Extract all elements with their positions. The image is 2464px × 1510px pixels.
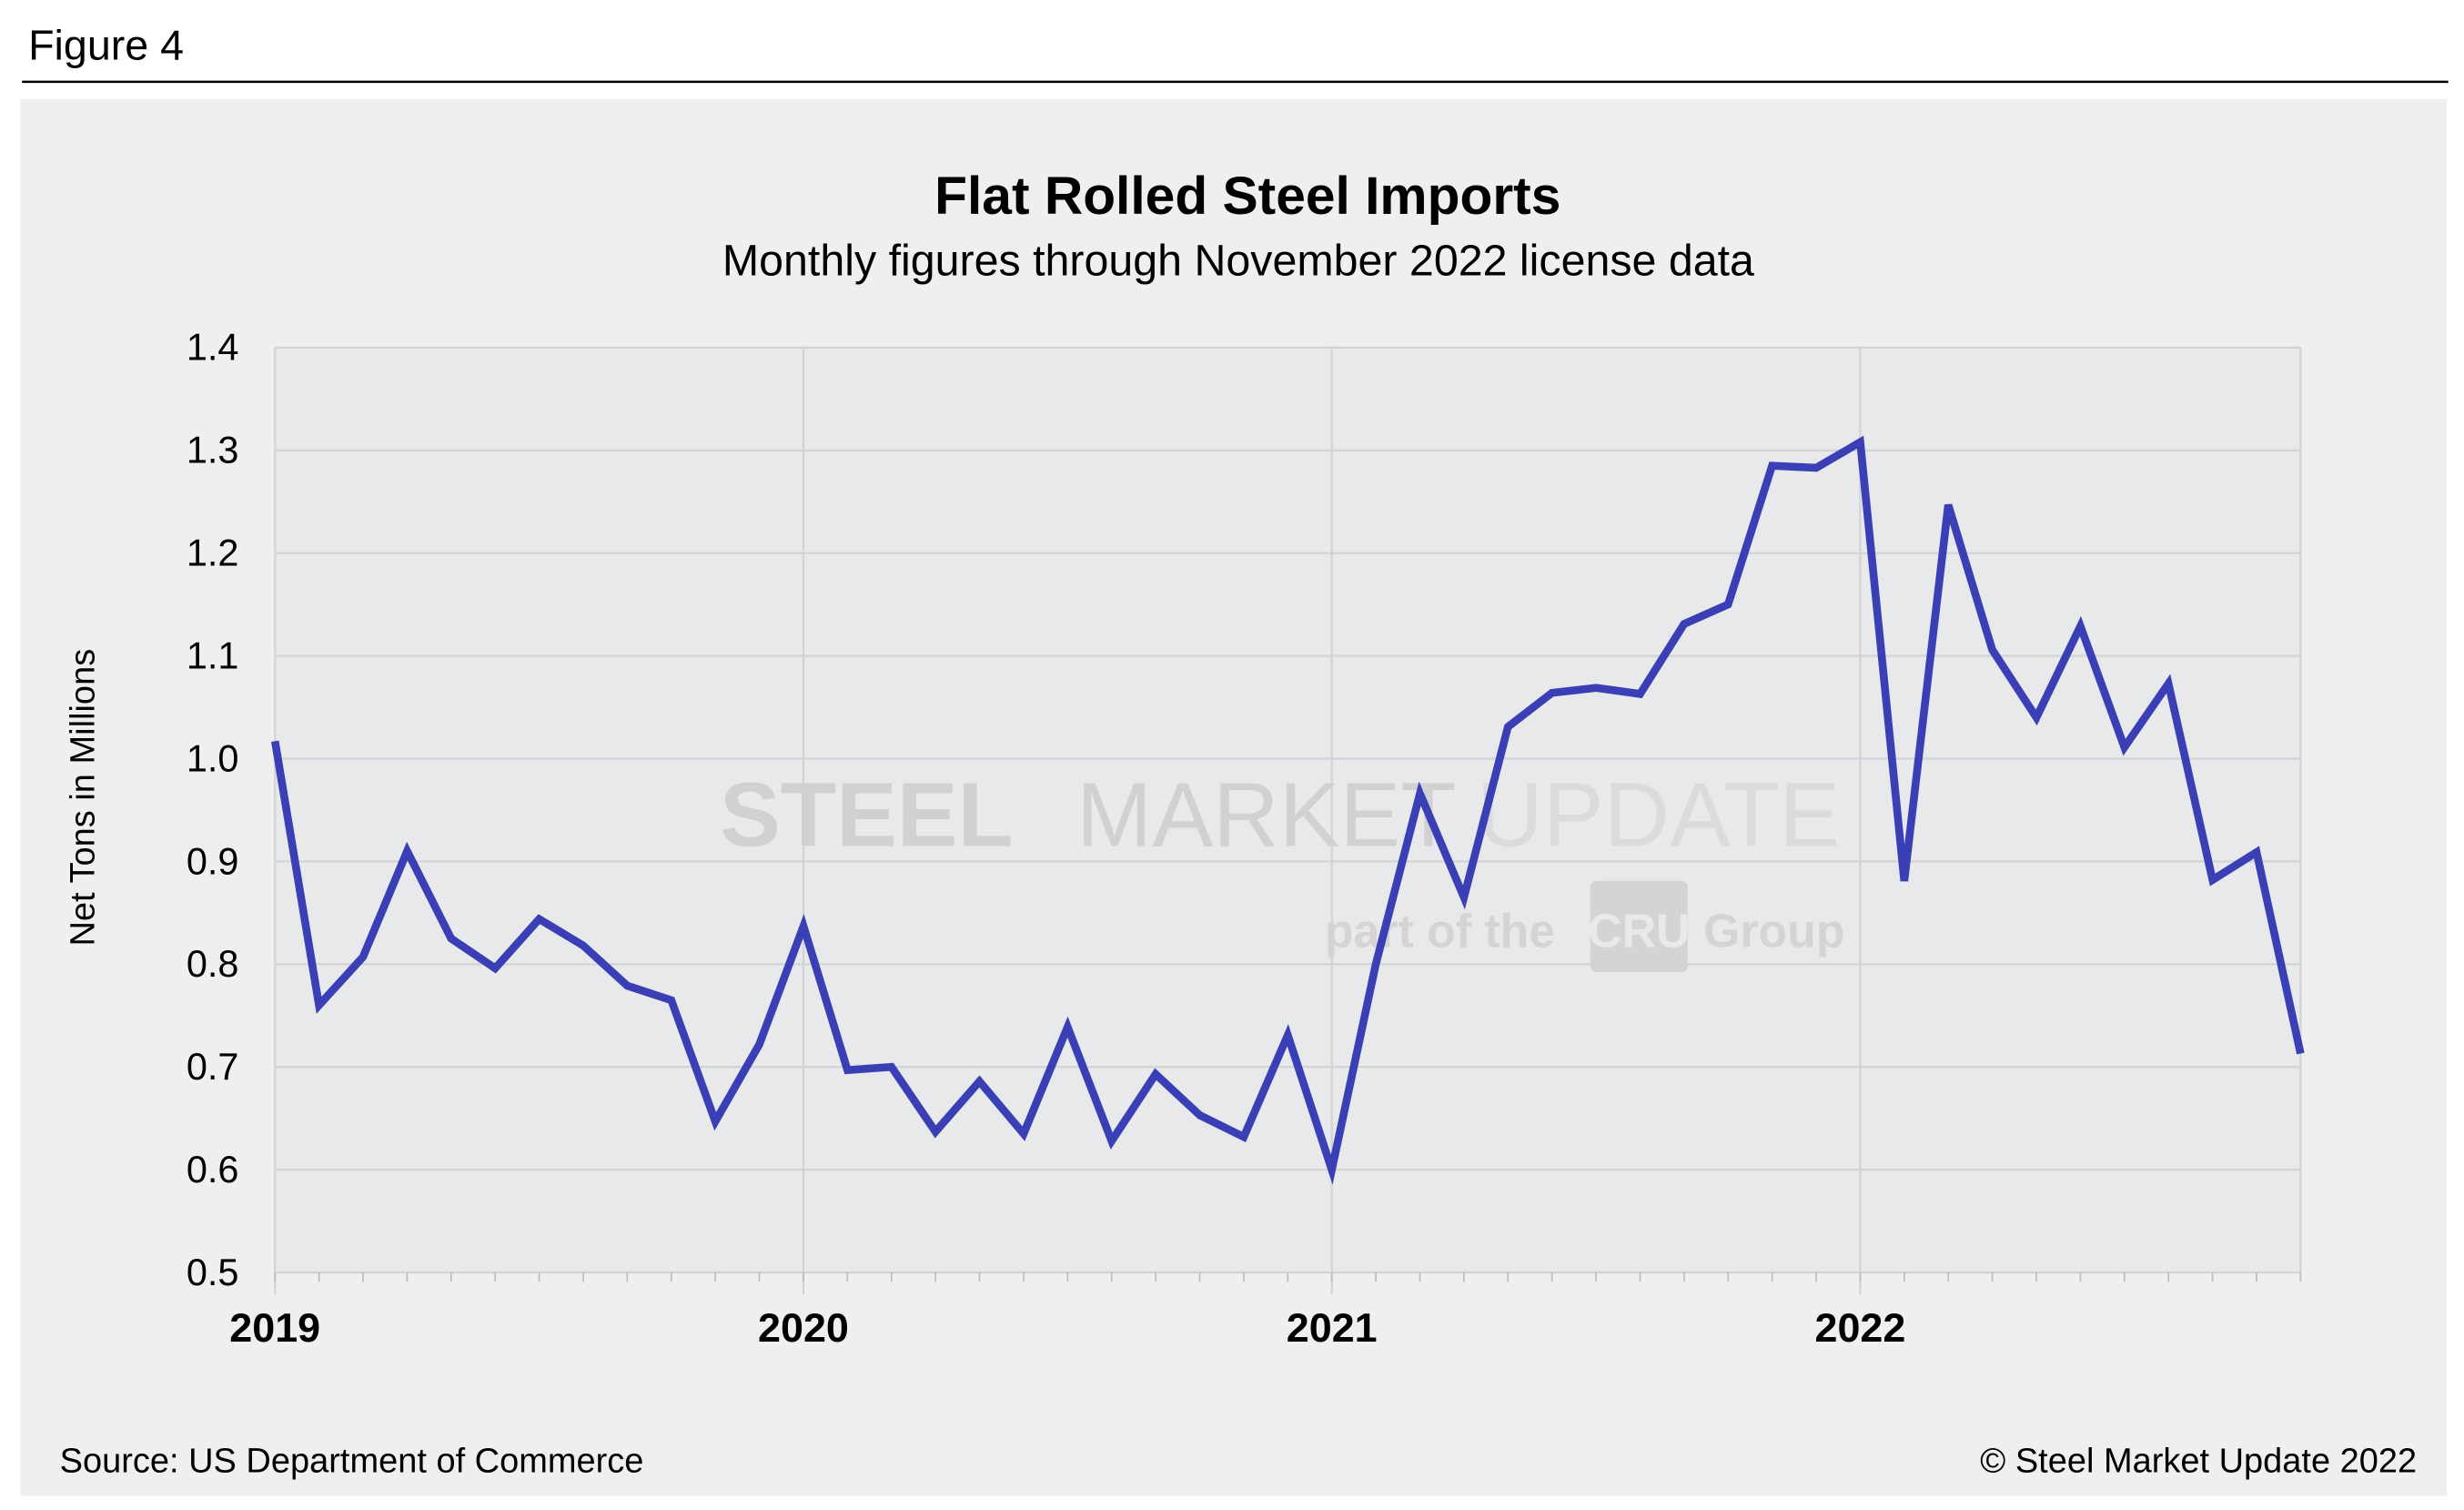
x-tick-label: 2022 (1815, 1304, 1906, 1351)
y-tick-label: 1.1 (187, 633, 239, 676)
watermark-part-of: part of the (1325, 904, 1555, 957)
watermark-group: Group (1703, 904, 1844, 957)
x-tick-label: 2021 (1287, 1304, 1378, 1351)
y-tick-label: 0.6 (187, 1148, 239, 1191)
y-tick-label: 0.8 (187, 942, 239, 985)
series-imports (270, 435, 2305, 1185)
chart-subtitle: Monthly figures through November 2022 li… (722, 236, 1754, 285)
y-tick-label: 0.9 (187, 839, 239, 882)
watermark-steel: STEEL (720, 765, 1014, 866)
y-tick-label: 1.4 (187, 326, 239, 369)
y-tick-label: 0.5 (187, 1251, 239, 1293)
figure-label: Figure 4 (28, 22, 184, 69)
watermark-update: UPDATE (1477, 765, 1840, 866)
watermark-cru-text: CRU (1588, 904, 1690, 957)
plot-area (275, 347, 2301, 1273)
watermark-cru-logo (1590, 880, 1688, 972)
y-axis-label: Net Tons in Millions (65, 649, 103, 947)
x-axis-ticks: 2019 2020 2021 2022 (229, 1272, 2302, 1351)
source-note: Source: US Department of Commerce (60, 1443, 644, 1481)
copyright-note: © Steel Market Update 2022 (1980, 1443, 2417, 1481)
y-tick-label: 1.3 (187, 429, 239, 471)
y-tick-label: 0.7 (187, 1045, 239, 1088)
y-tick-label: 1.2 (187, 532, 239, 574)
y-tick-label: 1.0 (187, 736, 239, 779)
x-tick-label: 2020 (758, 1304, 849, 1351)
gridlines (274, 346, 2302, 1295)
chart-title: Flat Rolled Steel Imports (934, 167, 1560, 226)
watermark-market: MARKET (1076, 765, 1456, 866)
x-tick-label: 2019 (229, 1304, 320, 1351)
y-axis-ticks: 0.5 0.6 0.7 0.8 0.9 1.0 1.1 1.2 1.3 1.4 (187, 326, 239, 1293)
watermark: STEEL MARKET UPDATE part of the CRU Grou… (720, 644, 1844, 976)
